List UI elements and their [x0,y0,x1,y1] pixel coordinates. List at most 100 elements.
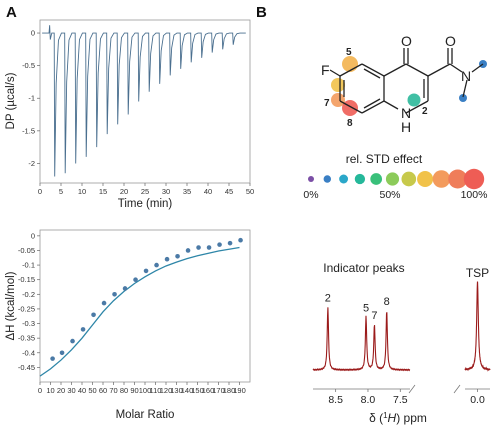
isotherm-y-tick-label: -0.4 [22,348,35,357]
std-legend-title: rel. STD effect [346,152,423,166]
isotherm-data-point [185,248,191,253]
std-legend-dot [432,170,451,188]
isotherm-data-point [238,237,243,243]
isotherm-y-tick-label: -0.35 [18,334,35,343]
isotherm-data-point [175,254,180,259]
thermogram-chart: 0 -0.5 -1 -1.5 -2 0 5 10 15 20 25 30 35 40 45 50 Time … [5,19,254,210]
thermogram-x-tick-label: 20 [120,187,128,196]
panel-label-b: B [256,4,267,21]
isotherm-x-tick-label: 150 [191,386,204,395]
isotherm-data-point [59,350,65,356]
nmr-x-tick-label: 0.0 [470,394,485,406]
isotherm-data-point [217,242,222,247]
nmr-x-tick-label: 8.5 [328,394,343,406]
thermogram-y-tick-label: -1 [28,94,35,103]
isotherm-data-point [196,245,201,250]
nmr-trace-segment [312,307,411,372]
thermogram-y-tick-label: -1.5 [22,126,35,135]
std-legend-dot [354,173,366,185]
isotherm-y-tick-label: -0.05 [18,246,35,255]
nmr-x-tick-label: 8.0 [361,394,376,406]
isotherm-x-tick-label: 80 [120,386,128,395]
isotherm-data-point [70,338,75,344]
std-legend-dot [339,174,349,184]
std-marker-methyl-2 [459,94,467,102]
atom-amide-nitrogen: N [461,68,471,84]
thermogram-x-tick-label: 40 [204,187,212,196]
thermogram-x-tick-label: 50 [246,187,254,196]
isotherm-y-label: ΔH (kcal/mol) [5,271,17,340]
isotherm-data-point [50,356,55,361]
thermogram-x-tick-label: 5 [59,187,63,196]
thermogram-y-tick-label: 0 [31,29,35,38]
thermogram-y-label: DP (µcal/s) [5,72,17,129]
isotherm-x-tick-label: 90 [130,386,138,395]
atom-amide-oxygen: O [445,33,456,49]
nmr-axis-break [408,384,416,394]
isotherm-x-tick-label: 30 [67,386,75,395]
structure-bonds [329,48,484,114]
nmr-x-tick-label: 7.5 [393,394,408,406]
std-legend-dot [370,173,383,185]
std-marker-c2 [407,93,421,107]
isotherm-x-tick-label: 70 [109,386,117,395]
thermogram-x-label: Time (min) [118,198,173,210]
nmr-spectrum: Indicator peaks 2 578 TSP 8.5 8.0 7.5 0.0 δ (… [312,261,491,425]
std-legend-dot [417,170,434,188]
chemical-structure: F O O N N H 5 7 8 2 [321,33,487,135]
position-label-2: 2 [422,106,428,117]
isotherm-data-point [133,277,138,282]
std-legend-dot [463,168,485,190]
position-label-8: 8 [347,118,353,129]
nmr-annotation: Indicator peaks [323,261,404,275]
std-legend-dot [308,176,314,182]
isotherm-y-tick-label: -0.45 [18,363,35,372]
std-legend-label-50: 50% [379,189,400,201]
thermogram-x-tick-label: 0 [38,187,42,196]
isotherm-x-tick-label: 140 [181,386,194,395]
isotherm-data-point [91,312,96,318]
isotherm-data-point [164,256,170,262]
nmr-peak-label: TSP [466,266,489,280]
std-legend-dot [323,175,332,183]
std-marker-c8 [342,100,358,116]
isotherm-x-tick-label: 20 [57,386,65,395]
thermogram-x-tick-label: 30 [162,187,170,196]
atom-ketone-oxygen: O [401,33,412,49]
isotherm-x-tick-label: 110 [150,386,162,395]
nmr-peak-label: 7 [371,310,377,322]
std-legend-label-0: 0% [303,189,318,201]
isotherm-chart: 0 -0.05 -0.1 -0.15 -0.2 -0.25 -0.3 -0.35 -0.4 -0.… [5,229,251,421]
thermogram-x-tick-label: 15 [99,187,107,196]
atom-hydrogen: H [401,119,411,135]
isotherm-x-tick-label: 10 [46,386,54,395]
thermogram-y-tick-label: -0.5 [22,61,35,70]
isotherm-data-point [80,327,86,332]
isotherm-y-tick-label: 0 [31,231,35,240]
thermogram-y-tick-label: -2 [28,159,35,168]
std-legend-label-100: 100% [461,189,488,201]
isotherm-x-tick-label: 60 [99,386,107,395]
std-legend-dot [448,169,468,189]
isotherm-fit-curve [39,246,240,377]
isotherm-x-tick-label: 170 [212,386,225,395]
isotherm-y-tick-label: -0.15 [18,275,35,284]
panel-label-a: A [6,4,17,21]
nmr-x-label: δ (1H) ppm [369,411,427,425]
nmr-peak-label: 8 [384,296,390,308]
std-legend-dot [401,171,417,187]
isotherm-data-point [112,292,117,297]
thermogram-x-tick-label: 10 [78,187,86,196]
nmr-axis-break [453,384,461,394]
thermogram-x-tick-label: 35 [183,187,191,196]
isotherm-data-point [122,286,128,291]
isotherm-y-tick-label: -0.25 [18,304,35,313]
std-effect-legend: rel. STD effect 0% 50% 100% [303,152,487,201]
isotherm-x-tick-label: 190 [233,386,246,395]
atom-ring-nitrogen: N [401,105,411,121]
isotherm-data-point [154,262,159,268]
std-marker-c5 [342,56,358,72]
isotherm-x-tick-label: 130 [170,386,183,395]
isotherm-data-point [101,300,107,306]
